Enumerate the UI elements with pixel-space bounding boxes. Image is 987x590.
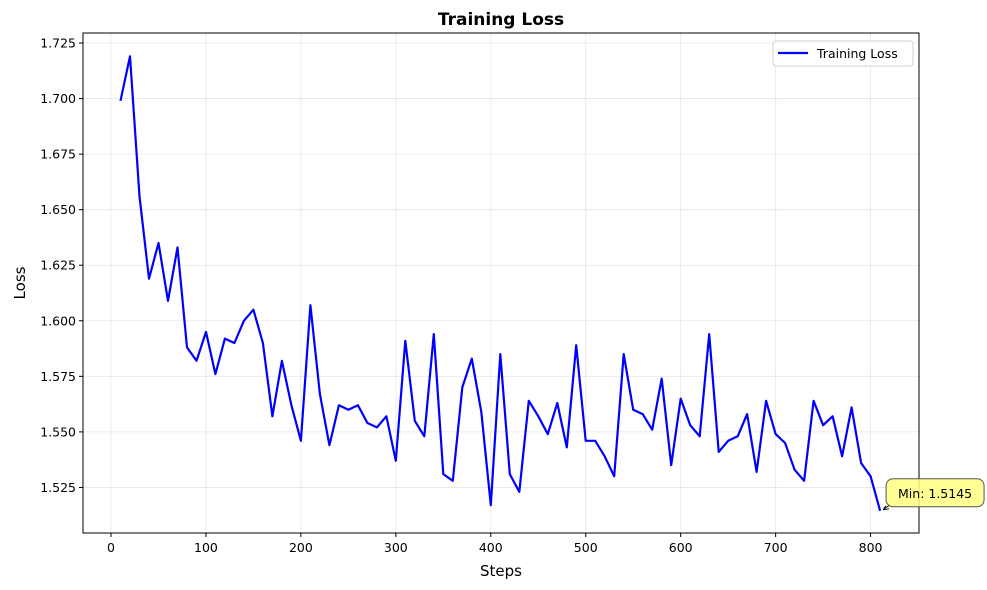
y-axis-label: Loss [11,266,29,299]
plot-area [119,55,882,512]
x-axis-ticks: 0 100 200 300 400 500 600 700 800 [107,533,883,555]
annotation-box [885,478,985,508]
y-tick-label: 1.575 [40,369,76,384]
legend: Training Loss [772,40,914,67]
x-tick-label: 500 [574,540,598,555]
min-annotation: Min: 1.5145 [882,478,985,511]
x-tick-label: 600 [669,540,693,555]
x-tick-label: 800 [859,540,883,555]
x-tick-label: 0 [107,540,115,555]
annotation-label: Min: 1.5145 [898,486,972,501]
y-tick-label: 1.675 [40,147,76,162]
grid-lines [83,33,919,533]
y-tick-label: 1.650 [40,202,76,217]
legend-box [772,40,914,67]
x-tick-label: 700 [764,540,788,555]
y-axis-ticks: 1.525 1.550 1.575 1.600 1.625 1.650 1.675 1.700… [40,36,83,495]
x-axis-label: Steps [480,562,522,580]
y-tick-label: 1.600 [40,313,76,328]
training-loss-line [119,55,882,512]
arrow-head-icon [882,505,890,511]
x-tick-label: 100 [194,540,218,555]
plot-frame [82,32,920,534]
y-tick-label: 1.550 [40,424,76,439]
y-tick-label: 1.525 [40,480,76,495]
y-tick-label: 1.700 [40,91,76,106]
x-tick-label: 400 [479,540,503,555]
x-tick-label: 200 [289,540,313,555]
y-tick-label: 1.625 [40,258,76,273]
y-tick-label: 1.725 [40,36,76,51]
chart-title: Training Loss [438,10,564,30]
x-tick-label: 300 [384,540,408,555]
legend-label: Training Loss [816,46,898,61]
